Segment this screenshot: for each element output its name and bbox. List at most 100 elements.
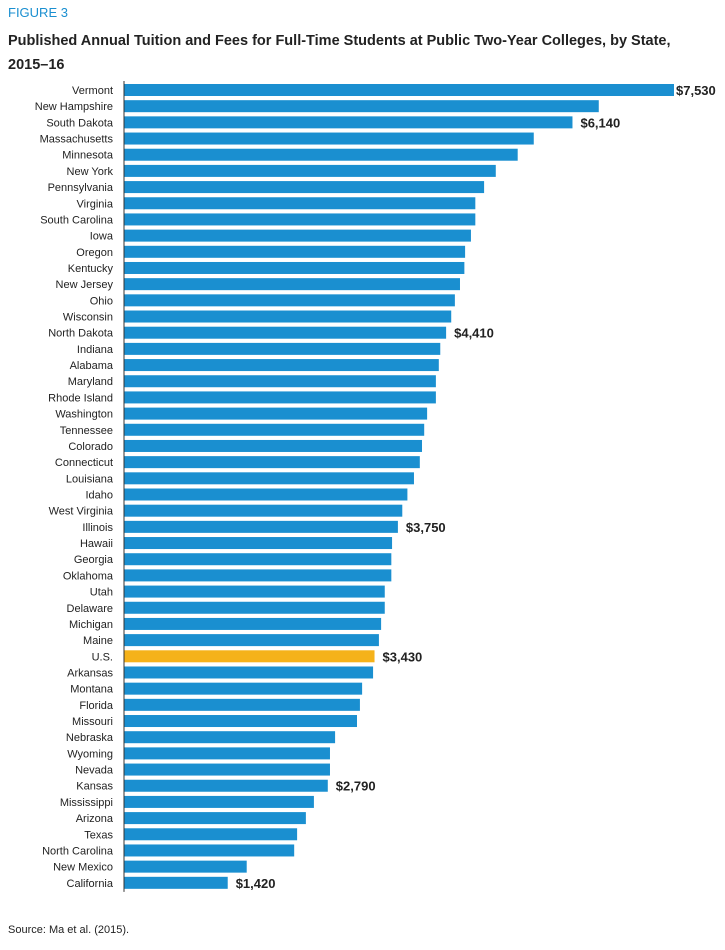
bar <box>124 763 330 776</box>
category-label: Connecticut <box>55 457 113 469</box>
bar <box>124 698 360 711</box>
chart-title: Published Annual Tuition and Fees for Fu… <box>8 33 671 73</box>
bar <box>124 844 295 857</box>
category-label: West Virginia <box>49 506 114 518</box>
bar <box>124 148 518 161</box>
bar <box>124 197 476 210</box>
bar <box>124 391 436 404</box>
category-label: Vermont <box>72 85 113 97</box>
category-label: Colorado <box>68 441 113 453</box>
bar <box>124 261 465 274</box>
category-label: Wyoming <box>67 748 113 760</box>
category-label: California <box>67 878 114 890</box>
bar <box>124 245 466 258</box>
category-label: Montana <box>70 684 114 696</box>
category-label: Delaware <box>67 603 113 615</box>
category-label: Louisiana <box>66 473 114 485</box>
category-label: New Mexico <box>53 862 113 874</box>
bar <box>124 278 460 291</box>
category-label: Pennsylvania <box>48 182 114 194</box>
category-label: Florida <box>79 700 114 712</box>
bar <box>124 779 328 792</box>
bar <box>124 537 393 550</box>
bar <box>124 601 385 614</box>
category-label: Michigan <box>69 619 113 631</box>
category-label: New York <box>67 166 114 178</box>
bar <box>124 795 314 808</box>
data-label: $6,140 <box>580 115 620 130</box>
bar <box>124 731 336 744</box>
bar <box>124 294 455 307</box>
bar <box>124 359 439 372</box>
category-label: Utah <box>90 587 113 599</box>
category-label: Missouri <box>72 716 113 728</box>
bar <box>124 164 496 177</box>
category-label: Kentucky <box>68 263 114 275</box>
category-label: Texas <box>84 829 113 841</box>
data-label: $4,410 <box>454 326 494 341</box>
category-label: Arizona <box>76 813 114 825</box>
bar <box>124 375 436 388</box>
data-label: $3,750 <box>406 520 446 535</box>
data-label: $2,790 <box>336 779 376 794</box>
category-label: Idaho <box>85 490 113 502</box>
bar <box>124 456 420 469</box>
category-label: Wisconsin <box>63 312 113 324</box>
category-label: Illinois <box>82 522 113 534</box>
bar <box>124 553 392 566</box>
bar <box>124 569 392 582</box>
category-label: Massachusetts <box>40 134 114 146</box>
category-label: New Hampshire <box>35 101 113 113</box>
bar <box>124 747 330 760</box>
category-label: North Dakota <box>48 328 114 340</box>
category-label: Virginia <box>77 198 114 210</box>
bar <box>124 860 247 873</box>
category-label: Minnesota <box>62 150 114 162</box>
data-label: $7,530 <box>676 83 716 98</box>
category-label: New Jersey <box>56 279 114 291</box>
bar <box>124 181 485 194</box>
bar <box>124 342 441 355</box>
category-label: Indiana <box>77 344 114 356</box>
bar <box>124 439 423 452</box>
bar <box>124 310 452 323</box>
bar <box>124 488 408 501</box>
category-label: Kansas <box>76 781 113 793</box>
category-label: Hawaii <box>80 538 113 550</box>
bar <box>124 812 306 825</box>
category-label: Maryland <box>68 376 113 388</box>
category-label: Iowa <box>90 231 114 243</box>
data-label: $3,430 <box>383 649 423 664</box>
bar <box>124 634 379 647</box>
source-note: Source: Ma et al. (2015). <box>8 924 130 936</box>
bar <box>124 407 428 420</box>
bar <box>124 876 228 889</box>
category-label: Oregon <box>76 247 113 259</box>
category-label: Maine <box>83 635 113 647</box>
data-label: $1,420 <box>236 876 276 891</box>
bar <box>124 666 374 679</box>
bar <box>124 229 471 242</box>
category-label: Rhode Island <box>48 392 113 404</box>
bar <box>124 132 534 145</box>
bar <box>124 650 375 663</box>
figure-label: FIGURE 3 <box>8 5 68 20</box>
bar <box>124 423 425 436</box>
category-label: North Carolina <box>42 845 114 857</box>
bar <box>124 84 674 96</box>
category-label: U.S. <box>92 651 113 663</box>
bar <box>124 504 403 517</box>
category-label: South Dakota <box>46 117 114 129</box>
category-label: Mississippi <box>60 797 113 809</box>
category-label: Ohio <box>90 295 113 307</box>
bar <box>124 472 414 485</box>
category-label: Alabama <box>70 360 114 372</box>
category-label: Nevada <box>75 765 114 777</box>
bar <box>124 520 398 533</box>
category-label: South Carolina <box>40 214 114 226</box>
category-label: Washington <box>55 409 113 421</box>
bar <box>124 326 447 339</box>
bar <box>124 715 358 728</box>
